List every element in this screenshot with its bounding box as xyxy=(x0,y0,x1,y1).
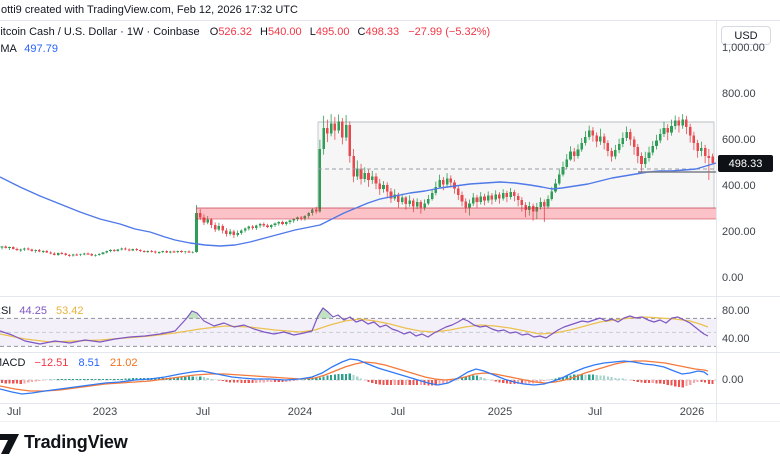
tradingview-wordmark-text: TradingView xyxy=(24,432,128,452)
attribution-line: otti9 created with TradingView.com, Feb … xyxy=(1,3,298,17)
pane-separator-rsi-macd[interactable] xyxy=(0,352,780,353)
close-value: 498.33 xyxy=(365,26,400,38)
open-label: O xyxy=(209,26,219,38)
interval-label[interactable]: 1W xyxy=(126,26,144,38)
close-label: C xyxy=(357,26,366,38)
sma-value: 497.79 xyxy=(24,43,58,55)
sma-label: SMA xyxy=(0,43,17,55)
time-axis-label: Jul xyxy=(390,406,406,418)
rsi-axis-label: 80.00 xyxy=(722,305,750,318)
price-axis-label: 400.00 xyxy=(722,179,756,192)
price-axis-label: 200.00 xyxy=(722,225,756,238)
low-value: 495.00 xyxy=(315,26,350,38)
time-axis-label: 2026 xyxy=(679,406,705,418)
open-value: 526.32 xyxy=(218,26,252,38)
macd-axis-label: 0.00 xyxy=(722,374,744,386)
macd-hist-value: −12.51 xyxy=(34,357,69,369)
time-axis-label: 2023 xyxy=(92,406,118,418)
sma-legend[interactable]: SMA 497.79 xyxy=(0,42,58,56)
time-axis-label: 2024 xyxy=(287,406,313,418)
symbol-header: Bitcoin Cash / U.S. Dollar · 1W · Coinba… xyxy=(0,25,490,39)
pane-separator-main-rsi[interactable] xyxy=(0,296,780,297)
price-axis-label: 600.00 xyxy=(722,133,756,146)
price-axis-label: 0.00 xyxy=(722,271,744,284)
time-axis-label: Jul xyxy=(587,406,603,418)
currency-toggle-label: USD xyxy=(734,29,758,42)
macd-legend[interactable]: MACD −12.51 8.51 21.02 xyxy=(0,356,137,370)
exchange-label: Coinbase xyxy=(153,26,200,38)
time-axis-label: 2025 xyxy=(487,406,513,418)
change-value: −27.99 (−5.32%) xyxy=(408,26,491,38)
last-price-badge: 498.33 xyxy=(718,155,773,172)
rsi-legend[interactable]: RSI 44.25 53.42 xyxy=(0,304,84,318)
pane-separator-macd-time xyxy=(0,403,780,404)
macd-line-value: 8.51 xyxy=(78,357,100,369)
price-axis-label: 800.00 xyxy=(722,87,756,100)
rsi-label: RSI xyxy=(0,305,12,317)
rsi-ma-value: 53.42 xyxy=(56,305,84,317)
high-value: 540.00 xyxy=(267,26,302,38)
chart-bottom-separator xyxy=(0,421,780,422)
price-axis-separator[interactable] xyxy=(716,21,717,422)
rsi-value: 44.25 xyxy=(19,305,47,317)
macd-label: MACD xyxy=(0,357,26,369)
price-axis-label: 1,000.00 xyxy=(722,42,765,54)
high-label: H xyxy=(260,26,268,38)
header-separator xyxy=(0,20,780,21)
macd-signal-value: 21.02 xyxy=(109,357,138,369)
tradingview-logo-icon[interactable] xyxy=(0,431,22,457)
currency-toggle-button[interactable]: USD xyxy=(721,26,771,45)
symbol-name[interactable]: Bitcoin Cash / U.S. Dollar xyxy=(0,26,118,38)
tradingview-wordmark[interactable]: TradingView xyxy=(24,432,128,453)
time-axis-label: Jul xyxy=(6,406,22,418)
time-axis-label: Jul xyxy=(195,406,211,418)
attribution-text: otti9 created with TradingView.com, Feb … xyxy=(1,4,298,16)
rsi-axis-label: 40.00 xyxy=(722,333,750,346)
low-label: L xyxy=(309,26,316,38)
last-price-text: 498.33 xyxy=(728,157,763,170)
